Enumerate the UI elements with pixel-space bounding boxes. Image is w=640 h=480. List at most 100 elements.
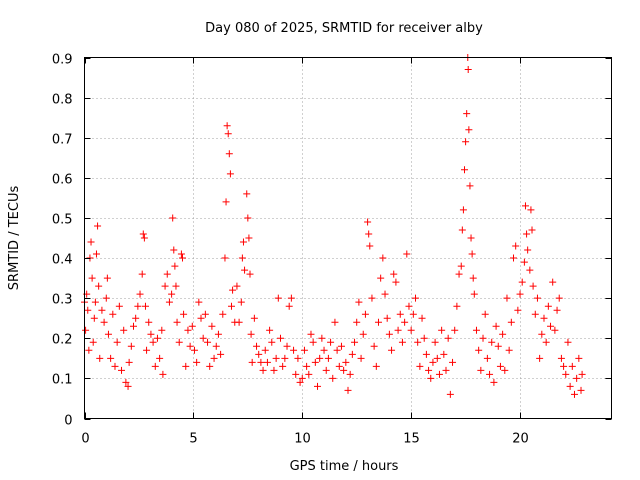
data-point: [514, 306, 522, 314]
data-point: [422, 350, 430, 358]
data-point: [245, 234, 253, 242]
data-point: [91, 298, 99, 306]
data-point: [531, 310, 539, 318]
data-point: [379, 254, 387, 262]
data-point: [221, 254, 229, 262]
data-point: [311, 358, 319, 366]
data-point: [104, 330, 112, 338]
data-point: [459, 206, 467, 214]
data-point: [125, 358, 133, 366]
data-point: [512, 242, 520, 250]
data-point: [494, 342, 502, 350]
data-point: [274, 294, 282, 302]
data-point: [300, 346, 308, 354]
data-point: [357, 354, 365, 362]
data-point: [469, 274, 477, 282]
data-point: [268, 338, 276, 346]
data-point: [429, 358, 437, 366]
data-point: [149, 338, 157, 346]
data-point: [158, 326, 166, 334]
data-point: [453, 302, 461, 310]
data-point: [161, 282, 169, 290]
data-point: [499, 330, 507, 338]
data-point: [412, 294, 420, 302]
data-point: [359, 330, 367, 338]
data-point: [488, 338, 496, 346]
data-point: [536, 354, 544, 362]
data-point: [82, 326, 90, 334]
data-point: [263, 358, 271, 366]
data-point: [316, 354, 324, 362]
y-tick-label: 0.4: [52, 253, 73, 268]
data-point: [225, 150, 233, 158]
y-axis-label: SRMTID / TECUs: [7, 186, 22, 291]
data-point: [351, 338, 359, 346]
data-point: [165, 298, 173, 306]
data-point: [103, 274, 111, 282]
data-point: [224, 130, 232, 138]
data-point: [281, 354, 289, 362]
data-point: [169, 214, 177, 222]
data-point: [127, 342, 135, 350]
y-tick-label: 0.9: [52, 53, 73, 68]
data-point: [340, 366, 348, 374]
data-point: [180, 310, 188, 318]
y-tick-label: 0.5: [52, 213, 73, 228]
data-point: [570, 390, 578, 398]
data-point: [168, 290, 176, 298]
data-point: [333, 346, 341, 354]
data-point: [177, 250, 185, 258]
data-point: [89, 338, 97, 346]
y-tick-label: 0.8: [52, 93, 73, 108]
data-point: [533, 294, 541, 302]
data-point: [219, 310, 227, 318]
data-point: [529, 282, 537, 290]
x-tick-label: 15: [403, 432, 420, 447]
data-point: [210, 354, 218, 362]
data-point: [486, 370, 494, 378]
data-point: [186, 342, 194, 350]
data-point: [544, 302, 552, 310]
data-point: [115, 302, 123, 310]
data-point: [136, 290, 144, 298]
data-point: [214, 330, 222, 338]
data-point: [472, 326, 480, 334]
data-point: [140, 234, 148, 242]
data-point: [331, 318, 339, 326]
data-point: [238, 254, 246, 262]
data-point: [420, 334, 428, 342]
data-point: [451, 326, 459, 334]
data-point: [248, 358, 256, 366]
data-point: [270, 366, 278, 374]
y-tick-label: 0.3: [52, 293, 73, 308]
data-point: [285, 302, 293, 310]
data-point: [307, 330, 315, 338]
data-point: [153, 334, 161, 342]
data-point: [364, 218, 372, 226]
data-point: [122, 378, 130, 386]
data-point: [173, 318, 181, 326]
data-point: [255, 350, 263, 358]
x-tick-label: 0: [81, 432, 89, 447]
data-point: [250, 314, 258, 322]
data-point: [444, 334, 452, 342]
data-points: [81, 54, 586, 398]
data-point: [490, 378, 498, 386]
x-axis-ticks: 0 5 10 15 20: [81, 57, 529, 447]
data-point: [433, 354, 441, 362]
data-point: [560, 362, 568, 370]
data-point: [107, 354, 115, 362]
data-point: [159, 370, 167, 378]
data-point: [261, 346, 269, 354]
data-point: [374, 318, 382, 326]
data-point: [409, 310, 417, 318]
data-point: [446, 390, 454, 398]
data-point: [111, 362, 119, 370]
data-point: [175, 338, 183, 346]
data-point: [320, 346, 328, 354]
data-point: [298, 374, 306, 382]
data-point: [129, 322, 137, 330]
data-point: [449, 358, 457, 366]
data-point: [562, 370, 570, 378]
